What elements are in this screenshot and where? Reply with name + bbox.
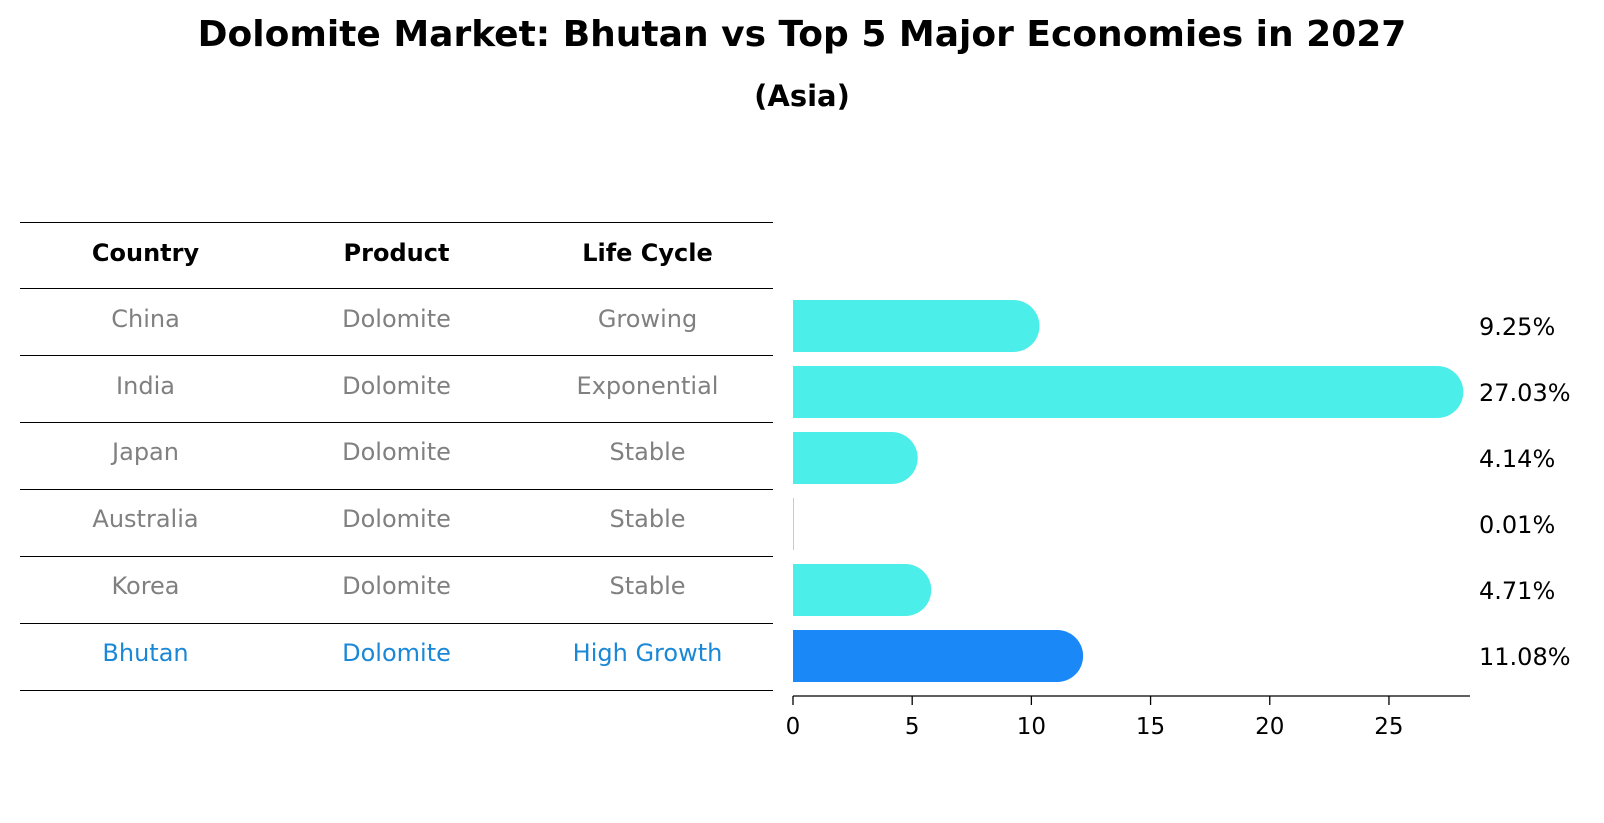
table-rule (20, 690, 773, 691)
x-tick-label: 0 (786, 714, 801, 740)
bar-value-label: 4.71% (1479, 577, 1555, 605)
bar-australia (793, 498, 794, 550)
cell-country: China (111, 305, 180, 333)
bar-value-label: 9.25% (1479, 313, 1555, 341)
cell-country: Bhutan (102, 639, 189, 667)
header-country: Country (91, 239, 200, 267)
bar-korea (793, 564, 932, 616)
table-rule (20, 422, 773, 423)
cell-country: Australia (92, 505, 199, 533)
x-tick-label: 5 (905, 714, 920, 740)
table-rule (20, 623, 773, 624)
cell-product: Dolomite (342, 372, 451, 400)
table-rule (20, 222, 773, 223)
bar-value-label: 4.14% (1479, 445, 1555, 473)
chart-title: Dolomite Market: Bhutan vs Top 5 Major E… (197, 14, 1407, 55)
cell-life-cycle: Exponential (576, 372, 719, 400)
cell-life-cycle: Growing (597, 305, 698, 333)
header-life-cycle: Life Cycle (582, 239, 713, 267)
x-tick-label: 20 (1255, 714, 1284, 740)
table-rule (20, 288, 773, 289)
header-product: Product (343, 239, 450, 267)
cell-country: India (116, 372, 175, 400)
cell-life-cycle: Stable (609, 505, 686, 533)
cell-product: Dolomite (342, 438, 451, 466)
cell-life-cycle: High Growth (572, 639, 723, 667)
cell-life-cycle: Stable (609, 438, 686, 466)
bar-value-label: 27.03% (1479, 379, 1571, 407)
cell-product: Dolomite (342, 572, 451, 600)
cell-country: Japan (112, 438, 179, 466)
chart-subtitle: (Asia) (754, 79, 850, 113)
x-tick-label: 10 (1017, 714, 1046, 740)
table-rule (20, 355, 773, 356)
bar-india (793, 366, 1464, 418)
bar-value-label: 0.01% (1479, 511, 1555, 539)
bar-value-label: 11.08% (1479, 643, 1571, 671)
table-rule (20, 556, 773, 557)
bar-japan (793, 432, 918, 484)
cell-country: Korea (111, 572, 180, 600)
bar-bhutan (793, 630, 1084, 682)
cell-life-cycle: Stable (609, 572, 686, 600)
cell-product: Dolomite (342, 305, 451, 333)
cell-product: Dolomite (342, 505, 451, 533)
bar-china (793, 300, 1040, 352)
table-rule (20, 489, 773, 490)
cell-product: Dolomite (342, 639, 451, 667)
x-tick-label: 25 (1374, 714, 1403, 740)
x-tick-label: 15 (1136, 714, 1165, 740)
